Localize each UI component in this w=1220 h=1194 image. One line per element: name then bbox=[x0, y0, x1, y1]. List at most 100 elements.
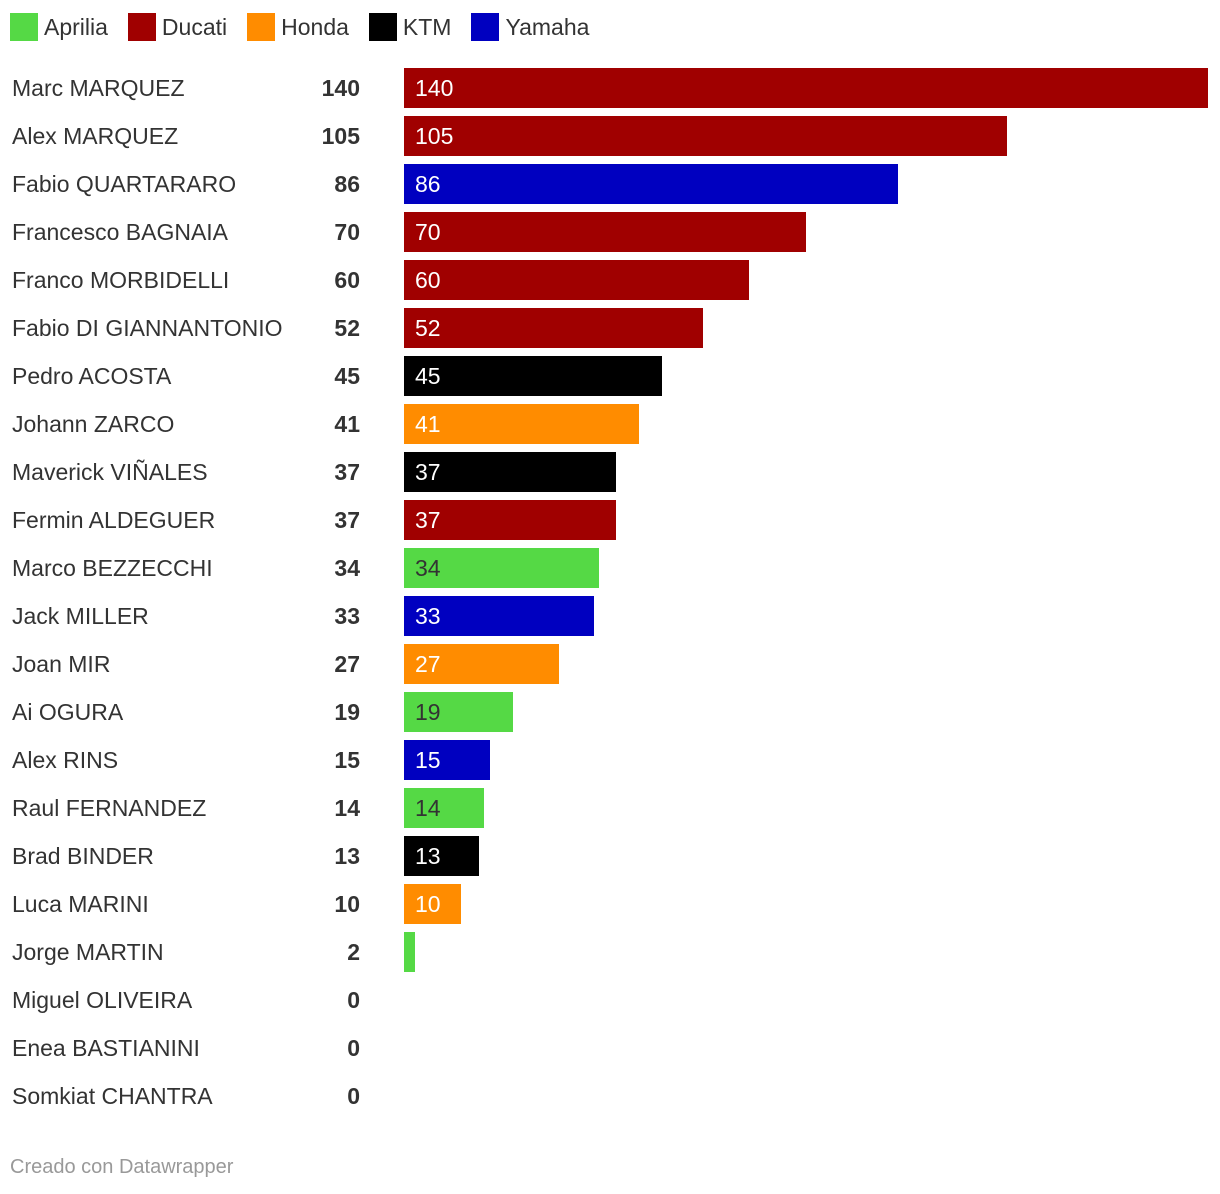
bar-data-label: 70 bbox=[415, 219, 441, 245]
legend-swatch bbox=[10, 13, 38, 41]
chart-legend: Aprilia Ducati Honda KTM Yamaha bbox=[10, 12, 609, 42]
bar-track: 13 bbox=[404, 836, 1208, 876]
bar bbox=[404, 932, 416, 972]
rider-name: Fabio DI GIANNANTONIO bbox=[12, 315, 283, 341]
legend-swatch bbox=[247, 13, 276, 41]
legend-item-ktm: KTM bbox=[368, 13, 452, 41]
bar bbox=[404, 548, 600, 588]
chart-row: Enea BASTIANINI 0 bbox=[0, 1028, 1220, 1068]
bar bbox=[404, 500, 617, 540]
points-value: 19 bbox=[334, 699, 360, 725]
legend-item-yamaha: Yamaha bbox=[471, 13, 589, 41]
bar bbox=[404, 164, 898, 204]
chart-row: Alex MARQUEZ 105 105 bbox=[0, 116, 1220, 156]
rider-name: Johann ZARCO bbox=[12, 411, 175, 437]
rider-name: Marco BEZZECCHI bbox=[12, 555, 213, 581]
points-value: 45 bbox=[334, 363, 360, 389]
bar-track: 86 bbox=[404, 164, 1208, 204]
points-value: 41 bbox=[334, 411, 360, 437]
points-value: 86 bbox=[334, 171, 360, 197]
bar bbox=[404, 692, 514, 732]
legend-swatch bbox=[127, 13, 156, 41]
bar-data-label: 33 bbox=[415, 603, 441, 629]
points-value: 14 bbox=[334, 795, 360, 821]
bar bbox=[404, 116, 1007, 156]
chart-row: Ai OGURA 19 19 bbox=[0, 692, 1220, 732]
bar-data-label: 37 bbox=[415, 459, 441, 485]
points-value: 60 bbox=[334, 267, 360, 293]
bar bbox=[404, 356, 663, 396]
bar-data-label: 41 bbox=[415, 411, 441, 437]
chart-row: Johann ZARCO 41 41 bbox=[0, 404, 1220, 444]
legend-label: Yamaha bbox=[505, 13, 590, 40]
chart-row: Fermin ALDEGUER 37 37 bbox=[0, 500, 1220, 540]
bar-data-label: 37 bbox=[415, 507, 441, 533]
chart-row: Fabio QUARTARARO 86 86 bbox=[0, 164, 1220, 204]
chart-row: Luca MARINI 10 10 bbox=[0, 884, 1220, 924]
legend-label: KTM bbox=[402, 13, 452, 40]
chart-row: Marco BEZZECCHI 34 34 bbox=[0, 548, 1220, 588]
points-value: 37 bbox=[334, 459, 360, 485]
legend-label: Aprilia bbox=[44, 13, 108, 40]
bar-data-label: 13 bbox=[415, 843, 441, 869]
bar-track: 60 bbox=[404, 260, 1208, 300]
bar bbox=[404, 68, 1208, 108]
chart-row: Raul FERNANDEZ 14 14 bbox=[0, 788, 1220, 828]
bar bbox=[404, 836, 479, 876]
rider-name: Raul FERNANDEZ bbox=[12, 795, 207, 821]
rider-name: Francesco BAGNAIA bbox=[12, 219, 229, 245]
bar-track: 27 bbox=[404, 644, 1208, 684]
points-value: 27 bbox=[334, 651, 360, 677]
chart-row: Somkiat CHANTRA 0 bbox=[0, 1076, 1220, 1116]
bar-track: 19 bbox=[404, 692, 1208, 732]
rider-name: Maverick VIÑALES bbox=[12, 459, 208, 485]
bar-data-label: 34 bbox=[415, 555, 441, 581]
chart-row: Marc MARQUEZ 140 140 bbox=[0, 68, 1220, 108]
legend-item-aprilia: Aprilia bbox=[10, 13, 108, 41]
bar-track bbox=[404, 1076, 1208, 1116]
bar-data-label: 45 bbox=[415, 363, 441, 389]
points-value: 70 bbox=[334, 219, 360, 245]
chart-row: Fabio DI GIANNANTONIO 52 52 bbox=[0, 308, 1220, 348]
bar-track: 140 bbox=[404, 68, 1208, 108]
bar-data-label: 86 bbox=[415, 171, 441, 197]
bar-data-label: 60 bbox=[415, 267, 441, 293]
rider-name: Jorge MARTIN bbox=[12, 939, 164, 965]
bar-data-label: 15 bbox=[415, 747, 441, 773]
rider-name: Ai OGURA bbox=[12, 699, 124, 725]
rider-name: Fabio QUARTARARO bbox=[12, 171, 237, 197]
bar-track bbox=[404, 980, 1208, 1020]
points-value: 0 bbox=[347, 1035, 360, 1061]
bar-track: 52 bbox=[404, 308, 1208, 348]
bar bbox=[404, 212, 806, 252]
points-value: 0 bbox=[347, 987, 360, 1013]
bar-track: 41 bbox=[404, 404, 1208, 444]
points-value: 2 bbox=[347, 939, 360, 965]
points-value: 52 bbox=[334, 315, 360, 341]
chart-row: Pedro ACOSTA 45 45 bbox=[0, 356, 1220, 396]
bar-track: 45 bbox=[404, 356, 1208, 396]
bar bbox=[404, 788, 485, 828]
rider-name: Marc MARQUEZ bbox=[12, 75, 185, 101]
bar bbox=[404, 884, 462, 924]
legend-swatch bbox=[368, 13, 397, 41]
bar-track bbox=[404, 932, 1208, 972]
points-value: 10 bbox=[334, 891, 360, 917]
bar-track: 37 bbox=[404, 500, 1208, 540]
credit-text: Creado con Datawrapper bbox=[10, 1156, 234, 1178]
rider-name: Somkiat CHANTRA bbox=[12, 1083, 213, 1109]
points-value: 105 bbox=[321, 123, 360, 149]
bar-data-label: 10 bbox=[415, 891, 441, 917]
rider-name: Miguel OLIVEIRA bbox=[12, 987, 193, 1013]
rider-name: Franco MORBIDELLI bbox=[12, 267, 230, 293]
bar-track: 15 bbox=[404, 740, 1208, 780]
rider-name: Alex MARQUEZ bbox=[12, 123, 179, 149]
bar bbox=[404, 404, 640, 444]
rider-name: Fermin ALDEGUER bbox=[12, 507, 216, 533]
bar bbox=[404, 596, 594, 636]
bar-track: 10 bbox=[404, 884, 1208, 924]
rider-name: Pedro ACOSTA bbox=[12, 363, 172, 389]
bar-track: 34 bbox=[404, 548, 1208, 588]
rider-name: Brad BINDER bbox=[12, 843, 154, 869]
legend-item-honda: Honda bbox=[247, 13, 349, 41]
